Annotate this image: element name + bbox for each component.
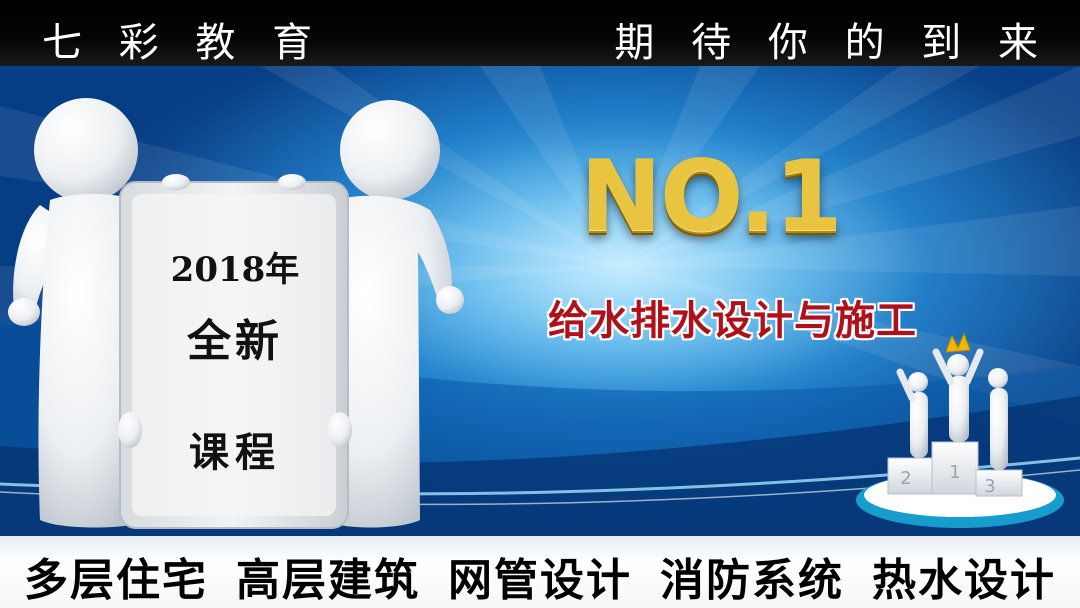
podium-label-3: 3 (984, 476, 995, 497)
right-figure (320, 100, 464, 528)
topic-item: 多层住宅 (24, 555, 208, 606)
top-bar (0, 0, 1080, 66)
board-course-label: 课程 (189, 429, 281, 476)
bottom-bar (0, 536, 1080, 608)
white-board (118, 174, 352, 529)
slogan: 期 待 你 的 到 来 (614, 20, 1050, 66)
podium-label-2: 2 (900, 468, 911, 489)
course-subtitle: 给水排水设计与施工 (548, 297, 917, 344)
topic-item: 热水设计 (872, 555, 1056, 606)
topic-list: 多层住宅 高层建筑 网管设计 消防系统 热水设计 (0, 544, 1080, 608)
rank-headline: NO.1 (580, 140, 843, 254)
topic-item: 消防系统 (660, 555, 844, 606)
topic-item: 网管设计 (448, 555, 632, 606)
brand-title: 七 彩 教 育 (42, 20, 325, 66)
board-new-label: 全新 (187, 316, 283, 367)
podium-label-1: 1 (949, 462, 960, 483)
board-year: 2018年 (170, 250, 300, 290)
topic-item: 高层建筑 (236, 555, 420, 606)
podium-illustration (856, 332, 1064, 528)
